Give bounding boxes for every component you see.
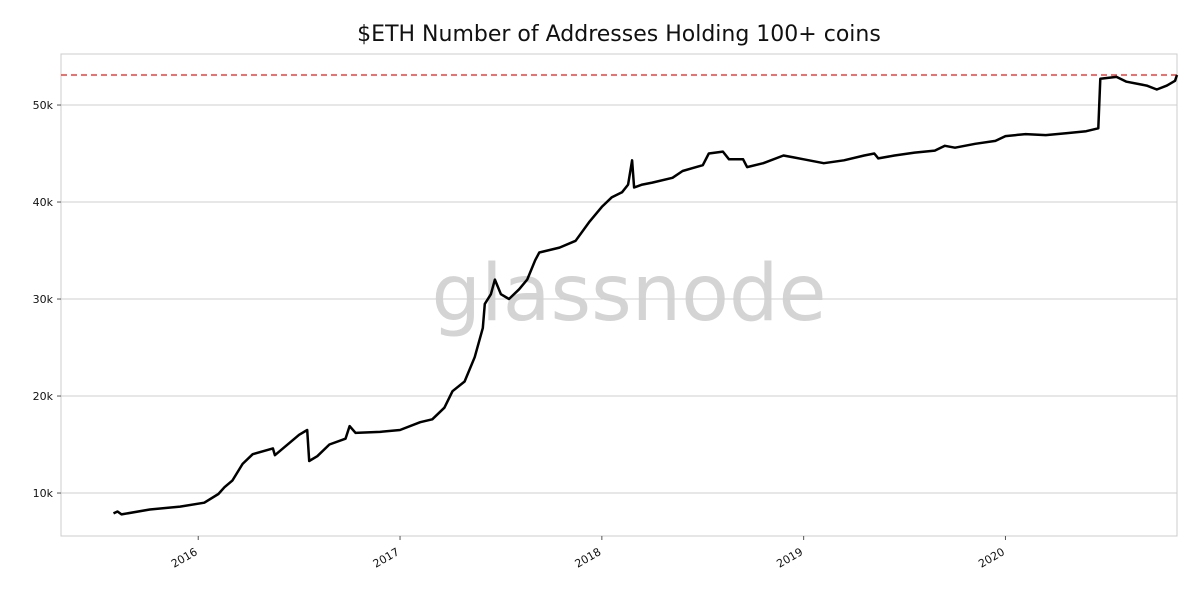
y-tick-label: 40k (33, 196, 54, 209)
plot-frame (60, 53, 1178, 537)
y-tick-label: 50k (33, 99, 54, 112)
x-tick-label: 2019 (774, 545, 805, 570)
y-tick-label: 30k (33, 293, 54, 306)
watermark: glassnode (432, 249, 827, 339)
y-tick-label: 20k (33, 390, 54, 403)
series-line (112, 74, 1179, 516)
x-tick-label: 2018 (573, 545, 604, 570)
x-tick-label: 2017 (371, 545, 402, 570)
x-tick-label: 2016 (169, 545, 200, 570)
x-tick-label: 2020 (976, 545, 1007, 570)
y-tick-label: 10k (33, 487, 54, 500)
chart-title: $ETH Number of Addresses Holding 100+ co… (357, 22, 881, 47)
